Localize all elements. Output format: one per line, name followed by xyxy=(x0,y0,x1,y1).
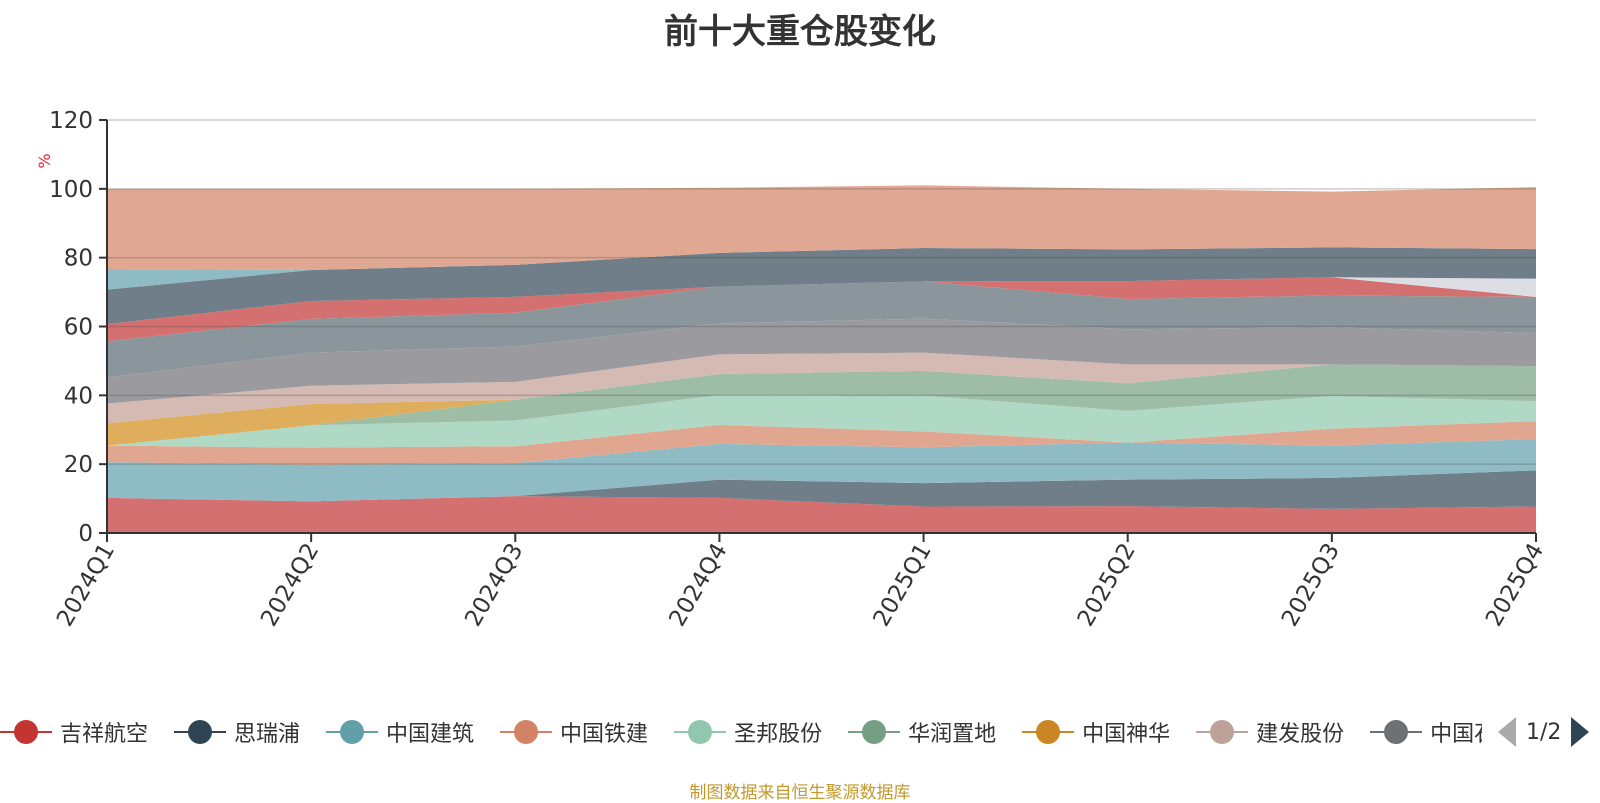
stacked-area-chart: 0 20 40 60 80 100 120% 2024Q1 2024Q2 2024Q3 2024Q4… xyxy=(35,108,1549,631)
grid-layer xyxy=(107,119,1536,465)
x-tick-label: 2024Q3 xyxy=(460,539,528,631)
series-area xyxy=(107,277,1536,342)
legend-item[interactable]: 吉祥航空 xyxy=(0,712,148,752)
series-area xyxy=(107,496,1536,533)
x-tick-label: 2025Q4 xyxy=(1481,539,1549,631)
legend-label: 中国石化 xyxy=(1430,722,1482,747)
legend-marker-icon xyxy=(1196,712,1249,752)
legend-item[interactable]: 建发股份 xyxy=(1196,712,1344,752)
legend-item[interactable]: 中国建筑 xyxy=(326,712,474,752)
series-area xyxy=(107,421,1536,465)
legend-prev-arrow-icon[interactable] xyxy=(1498,717,1516,747)
series-layer xyxy=(107,185,1536,533)
legend-marker-icon xyxy=(674,712,727,752)
legend-label: 圣邦股份 xyxy=(734,722,823,747)
x-tick-label: 2025Q1 xyxy=(869,539,937,631)
y-tick-label: 100 xyxy=(49,177,93,203)
legend-item[interactable]: 中国铁建 xyxy=(500,712,648,752)
y-tick-label: 40 xyxy=(64,383,93,409)
y-tick-label: 60 xyxy=(64,315,93,341)
legend-item[interactable]: 中国神华 xyxy=(1022,712,1170,752)
y-tick-label: 120 xyxy=(49,108,93,134)
legend-label: 吉祥航空 xyxy=(60,722,149,747)
y-tick-label: 20 xyxy=(64,452,93,478)
legend-item[interactable]: 中国石化 xyxy=(1370,712,1482,752)
legend-item[interactable]: 华润置地 xyxy=(848,712,996,752)
legend-label: 中国建筑 xyxy=(386,722,475,747)
y-tick-label: 0 xyxy=(78,521,93,547)
x-tick-label: 2025Q2 xyxy=(1073,539,1141,631)
legend-label: 中国神华 xyxy=(1082,722,1171,747)
series-area xyxy=(107,439,1536,502)
series-area xyxy=(107,364,1536,446)
legend-marker-icon xyxy=(1022,712,1075,752)
legend: 吉祥航空 思瑞浦 中国建筑 中国铁建 圣邦股份 华润置地 中国神华 建发股份 中国石化 1/2 xyxy=(0,712,1600,752)
y-axis-unit: % xyxy=(35,153,54,168)
legend-page-indicator: 1/2 xyxy=(1526,719,1562,745)
x-tick-label: 2024Q4 xyxy=(664,539,732,631)
legend-marker-icon xyxy=(1370,712,1423,752)
x-tick-label: 2024Q1 xyxy=(52,539,120,631)
legend-marker-icon xyxy=(0,712,52,752)
x-tick-label: 2025Q3 xyxy=(1277,539,1345,631)
series-area xyxy=(107,352,1536,424)
series-area xyxy=(107,281,1536,378)
legend-marker-icon xyxy=(326,712,379,752)
series-area xyxy=(107,247,1536,325)
legend-label: 华润置地 xyxy=(908,722,997,747)
series-area xyxy=(107,364,1536,446)
legend-next-arrow-icon[interactable] xyxy=(1571,717,1590,747)
legend-item[interactable]: 圣邦股份 xyxy=(674,712,822,752)
chart-title: 前十大重仓股变化 xyxy=(664,12,936,52)
x-tick-label: 2024Q2 xyxy=(256,539,324,631)
legend-label: 建发股份 xyxy=(1256,722,1345,747)
legend-marker-icon xyxy=(174,712,227,752)
series-area xyxy=(107,470,1536,509)
legend-marker-icon xyxy=(500,712,553,752)
legend-label: 中国铁建 xyxy=(560,722,649,747)
series-area xyxy=(107,318,1536,404)
series-area xyxy=(107,394,1536,448)
legend-marker-icon xyxy=(848,712,901,752)
source-note: 制图数据来自恒生聚源数据库 xyxy=(689,783,911,803)
legend-items: 吉祥航空 思瑞浦 中国建筑 中国铁建 圣邦股份 华润置地 中国神华 建发股份 中国石化 xyxy=(0,712,1482,752)
legend-label: 思瑞浦 xyxy=(234,722,301,747)
series-area xyxy=(107,185,1536,271)
legend-item[interactable]: 思瑞浦 xyxy=(174,712,300,752)
legend-pager: 1/2 xyxy=(1498,712,1590,752)
y-tick-label: 80 xyxy=(64,246,93,272)
series-area xyxy=(107,277,1536,325)
